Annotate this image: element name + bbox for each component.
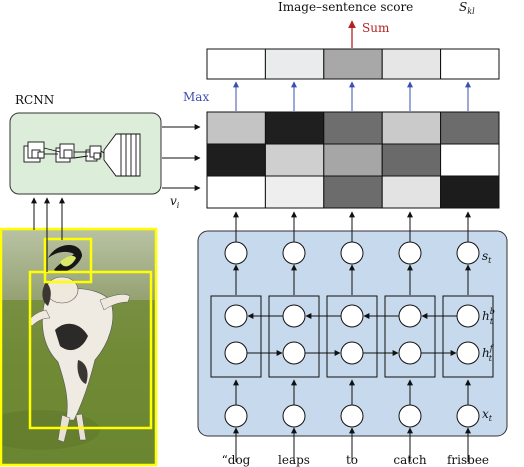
node-hb-3	[340, 304, 364, 328]
score-cell-1	[206, 48, 266, 80]
node-x-2	[282, 404, 306, 428]
label-hf-sym: h	[482, 346, 490, 360]
grid-cell-r3-c1	[206, 175, 266, 209]
label-s-sym: s	[482, 249, 488, 263]
node-s-2	[282, 241, 306, 265]
node-hf-5	[456, 341, 480, 365]
grid-cell-r3-c5	[440, 175, 500, 209]
label-hf-sup: f	[489, 344, 495, 353]
word-1: “dog	[222, 453, 251, 467]
title-symbol: Skl	[459, 0, 475, 16]
grid-cell-r1-c2	[264, 111, 325, 145]
grid-cell-r3-c3	[323, 175, 383, 209]
score-cell-4	[381, 48, 442, 80]
label-x-sub: t	[489, 414, 493, 423]
title-text: Image–sentence score	[278, 0, 413, 14]
label-hb-sup: b	[490, 307, 495, 316]
node-s-4	[398, 241, 422, 265]
dog-photo	[0, 229, 156, 465]
grid-cell-r2-c5	[440, 143, 500, 177]
rcnn-label: RCNN	[15, 93, 54, 107]
label-hf-sub: t	[489, 354, 493, 363]
label-s: st	[482, 249, 492, 265]
label-hf: hf t	[482, 344, 495, 363]
grid-cell-r2-c4	[381, 143, 442, 177]
node-hf-3	[340, 341, 364, 365]
score-cell-3	[323, 48, 383, 80]
node-hf-4	[398, 341, 422, 365]
score-cell-2	[264, 48, 325, 80]
node-x-1	[224, 404, 248, 428]
score-cell-5	[440, 48, 500, 80]
node-s-5	[456, 241, 480, 265]
cnn-icon	[23, 133, 141, 177]
score-row	[206, 48, 500, 80]
grid-cell-r2-c3	[323, 143, 383, 177]
title-symbol-s: S	[459, 0, 467, 14]
region-label-sub: i	[177, 201, 180, 210]
node-hf-2	[282, 341, 306, 365]
grid-cell-r1-c3	[323, 111, 383, 145]
grid-cell-r2-c2	[264, 143, 325, 177]
region-box-frisbee	[43, 237, 93, 284]
brnn-columns	[210, 211, 494, 462]
grid-cell-r3-c2	[264, 175, 325, 209]
hidden-box-3	[326, 295, 378, 378]
grid-cell-r2-c1	[206, 143, 266, 177]
label-x: xt	[482, 407, 493, 423]
label-hb-sub: t	[490, 317, 494, 326]
alignment-grid	[206, 111, 500, 209]
word-3: to	[346, 453, 358, 467]
hidden-box-1	[210, 295, 262, 378]
word-5: frisbee	[447, 453, 489, 467]
grid-cell-r1-c5	[440, 111, 500, 145]
grid-cell-r3-c4	[381, 175, 442, 209]
node-x-5	[456, 404, 480, 428]
node-hb-2	[282, 304, 306, 328]
hidden-box-2	[268, 295, 320, 378]
node-hb-5	[456, 304, 480, 328]
node-x-4	[398, 404, 422, 428]
region-label-v: v	[170, 194, 177, 208]
node-x-3	[340, 404, 364, 428]
label-s-sub: t	[488, 256, 492, 265]
node-hb-4	[398, 304, 422, 328]
grid-cell-r1-c4	[381, 111, 442, 145]
grid-cell-r1-c1	[206, 111, 266, 145]
sum-label: Sum	[362, 21, 390, 35]
label-hb: hb t	[482, 307, 495, 326]
region-label: vi	[170, 194, 180, 210]
hidden-box-5	[442, 295, 494, 378]
region-box-full	[0, 227, 158, 467]
hidden-box-4	[384, 295, 436, 378]
label-hb-sym: h	[482, 309, 490, 323]
word-4: catch	[393, 453, 426, 467]
node-hf-1	[224, 341, 248, 365]
node-hb-1	[224, 304, 248, 328]
node-s-1	[224, 241, 248, 265]
sentence-words: “dog leaps to catch frisbee	[222, 453, 489, 467]
max-arrows	[233, 81, 471, 111]
label-x-sym: x	[482, 407, 489, 421]
word-2: leaps	[278, 453, 310, 467]
max-label: Max	[183, 90, 209, 104]
node-s-3	[340, 241, 364, 265]
title-symbol-sub: kl	[467, 7, 475, 16]
